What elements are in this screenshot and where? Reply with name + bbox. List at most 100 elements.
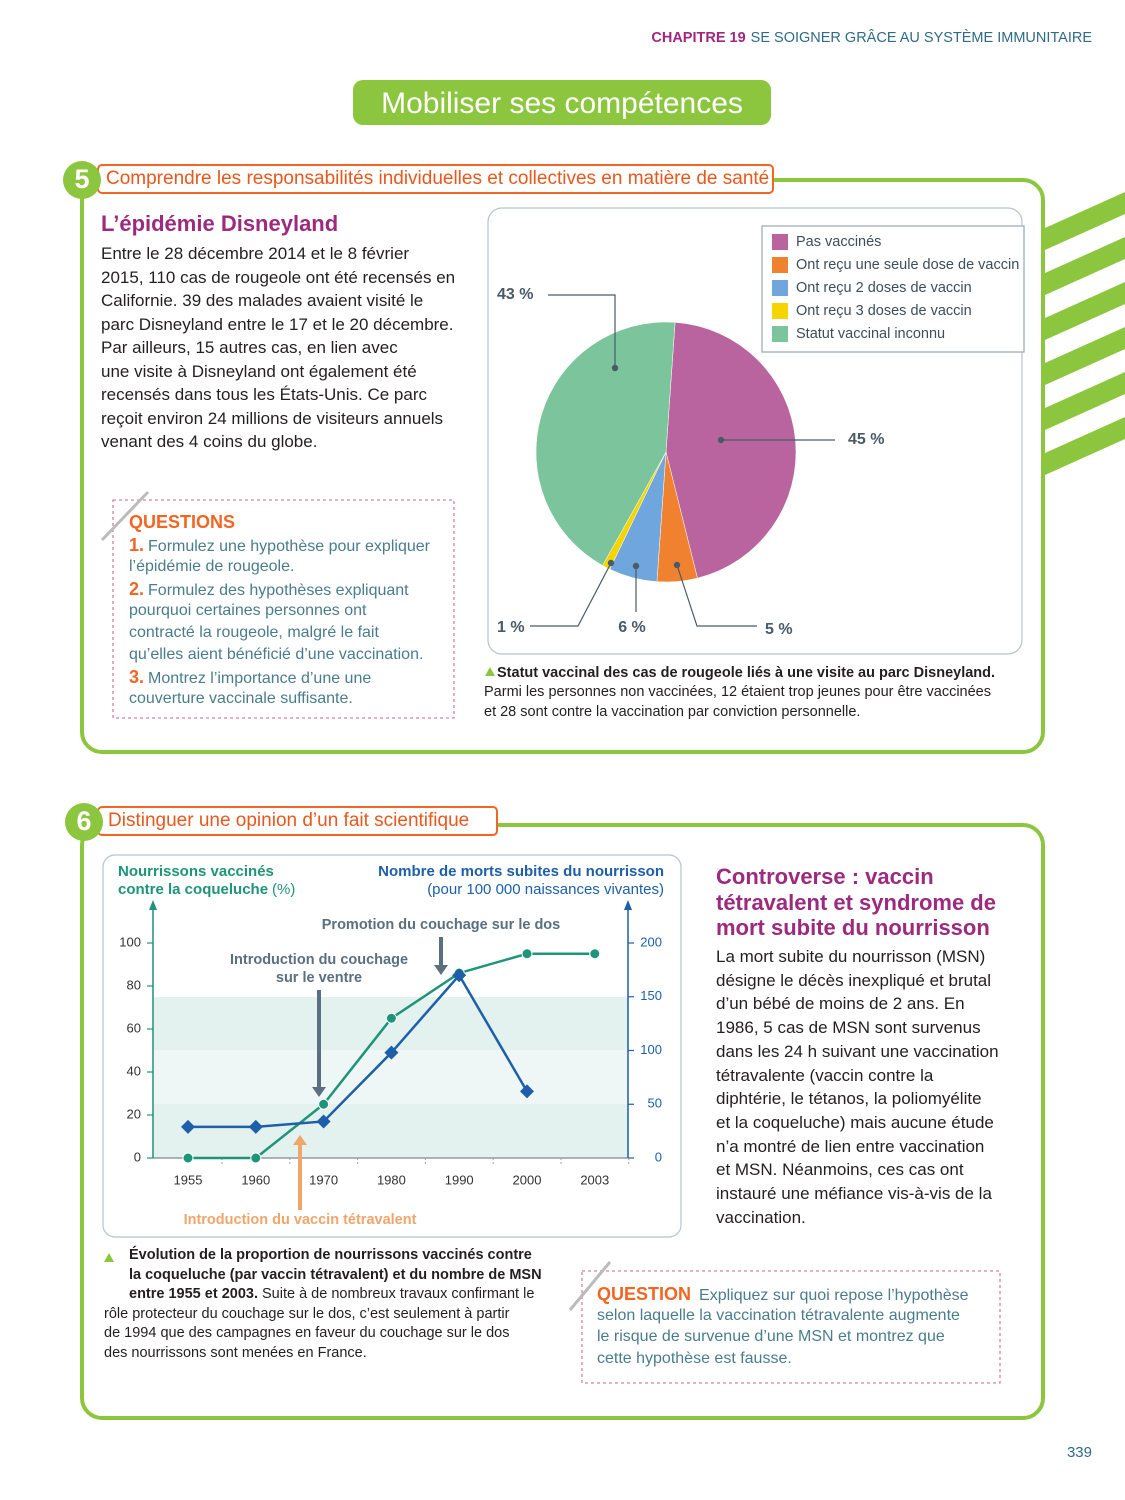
y-tick-label: 40 [127, 1063, 141, 1078]
caption-line: Parmi les personnes non vaccinées, 12 ét… [484, 684, 991, 700]
y-tick-label: 80 [127, 977, 141, 992]
heading-line: mort subite du nourrisson [716, 915, 990, 940]
marker [181, 1119, 195, 1134]
page-number: 339 [1066, 1444, 1092, 1461]
leader-dot [607, 559, 615, 567]
question-number: 3. [129, 667, 145, 687]
caption-line: rôle protecteur du couchage sur le dos, … [104, 1305, 510, 1322]
y-axis-label: contre la coqueluche (%) [118, 881, 295, 898]
paragraph-line: et MSN. Néanmoins, ces cas ont [716, 1160, 964, 1180]
y-axis-label: Nourrissons vaccinés [118, 863, 274, 880]
question-line: 2. Formulez des hypothèses expliquant [129, 579, 409, 601]
leader-dot [717, 436, 725, 444]
caption-line: Suite à de nombreux travaux confirmant l… [261, 1286, 535, 1302]
marker [520, 1084, 534, 1099]
questions-title: QUESTION [597, 1284, 692, 1304]
paragraph-line: Californie. 39 des malades avaient visit… [101, 291, 424, 310]
x-tick-label: 1990 [445, 1172, 474, 1187]
value-label: 45 % [848, 431, 884, 448]
question-text: Formulez des hypothèses expliquant [148, 582, 409, 599]
pie-slice [535, 321, 676, 566]
legend-swatch [772, 303, 788, 319]
annotation-arrowhead [312, 1087, 326, 1097]
caption-line: et 28 sont contre la vaccination par con… [484, 703, 861, 720]
y-tick-label: 0 [134, 1149, 141, 1164]
heading: L’épidémie Disneyland [101, 211, 339, 236]
paragraph-line: tétravalente (vaccin contre la [716, 1065, 934, 1085]
y2-axis-label: Nombre de morts subites du nourrisson [378, 863, 664, 880]
caption-marker [104, 1253, 114, 1262]
marker [182, 1152, 194, 1164]
question-text: l’épidémie de rougeole. [129, 558, 295, 575]
plot-band [153, 1050, 628, 1104]
y2-tick-label: 0 [655, 1149, 662, 1164]
legend-label: Ont reçu 3 doses de vaccin [796, 303, 972, 319]
question-text: Expliquez sur quoi repose l’hypothèse [699, 1287, 969, 1304]
paragraph-line: reçoit environ 24 millions de visiteurs … [101, 408, 444, 428]
paragraph-line: La mort subite du nourrisson (MSN) [716, 947, 986, 966]
y-axis-unit: (%) [272, 881, 295, 898]
question-text: Formulez une hypothèse pour expliquer [148, 538, 430, 555]
paragraph-line: n’a montré de lien entre vaccination [716, 1136, 985, 1156]
legend-label: Statut vaccinal inconnu [796, 326, 945, 342]
paragraph-line: et la coqueluche) mais aucune étude [716, 1112, 994, 1132]
question-line: QUESTION Expliquez sur quoi repose l’hypo… [597, 1284, 969, 1306]
paragraph-line: d’un bébé de moins de 2 ans. En [716, 994, 965, 1014]
banner-box [353, 80, 771, 125]
x-tick-label: 2000 [513, 1172, 542, 1187]
paragraph-line: 2015, 110 cas de rougeole ont été recens… [101, 267, 456, 287]
legend-swatch [772, 257, 788, 273]
question-box [112, 499, 455, 719]
paragraph-line: parc Disneyland entre le 17 et le 20 déc… [101, 314, 454, 334]
legend-label: Ont reçu 2 doses de vaccin [796, 280, 972, 296]
y-axis-label-line: Nourrissons vaccinés [118, 863, 274, 880]
clip [100, 490, 150, 542]
caption-marker [485, 667, 495, 676]
marker [385, 1012, 397, 1024]
annotation: Introduction du couchage [230, 952, 408, 968]
leader-dot [632, 562, 640, 570]
question-number: 2. [129, 579, 145, 599]
y-axis-label-line: contre la coqueluche [118, 881, 268, 898]
caption-bold: la coqueluche (par vaccin tétravalent) e… [129, 1266, 542, 1283]
paragraph-line: instauré une méfiance vis-à-vis de la [716, 1184, 992, 1203]
section-title: Comprendre les responsabilités individue… [106, 168, 770, 189]
value-label: 43 % [497, 286, 533, 303]
legend-swatch [772, 280, 788, 296]
axis-arrow [149, 900, 157, 910]
legend-label: Pas vaccinés [796, 234, 881, 250]
question-line: qu’elles aient bénéficié d’une vaccinati… [129, 645, 423, 664]
marker [452, 968, 467, 983]
caption-bold: Statut vaccinal des cas de rougeole liés… [497, 665, 996, 681]
x-tick-label: 1970 [309, 1172, 338, 1187]
legend-box [761, 225, 1025, 353]
stripes [1045, 192, 1125, 475]
section-badge [63, 161, 101, 199]
caption-bold: Évolution de la proportion de nourrisson… [129, 1247, 532, 1263]
y2-tick-label: 100 [640, 1042, 662, 1057]
section-badge [65, 803, 103, 841]
x-tick-label: 2003 [580, 1172, 609, 1187]
leader-dot [611, 364, 619, 372]
questions-title: QUESTIONS [129, 512, 236, 532]
question-line: 3. Montrez l’importance d’une une [129, 667, 371, 689]
paragraph-line: 1986, 5 cas de MSN sont survenus [716, 1018, 981, 1038]
series-line [188, 973, 529, 1129]
paragraph-line: venant des 4 coins du globe. [101, 432, 318, 451]
marker [318, 1098, 330, 1110]
y-tick-label: 20 [127, 1106, 141, 1121]
leader-dot [673, 561, 681, 569]
question-text: couverture vaccinale suffisante. [129, 690, 353, 707]
leader-line [676, 564, 757, 627]
section-frame [80, 823, 1045, 1420]
legend-swatch [772, 234, 788, 250]
question-line: le risque de survenue d’une MSN et montr… [597, 1327, 945, 1346]
marker [248, 1119, 263, 1134]
running-header: CHAPITRE 19 SE SOIGNER GRÂCE AU SYSTÈME I… [651, 30, 1092, 47]
marker [589, 948, 601, 960]
y-tick-label: 60 [127, 1020, 141, 1035]
marker [316, 1114, 331, 1129]
x-tick-label: 1980 [377, 1172, 406, 1187]
